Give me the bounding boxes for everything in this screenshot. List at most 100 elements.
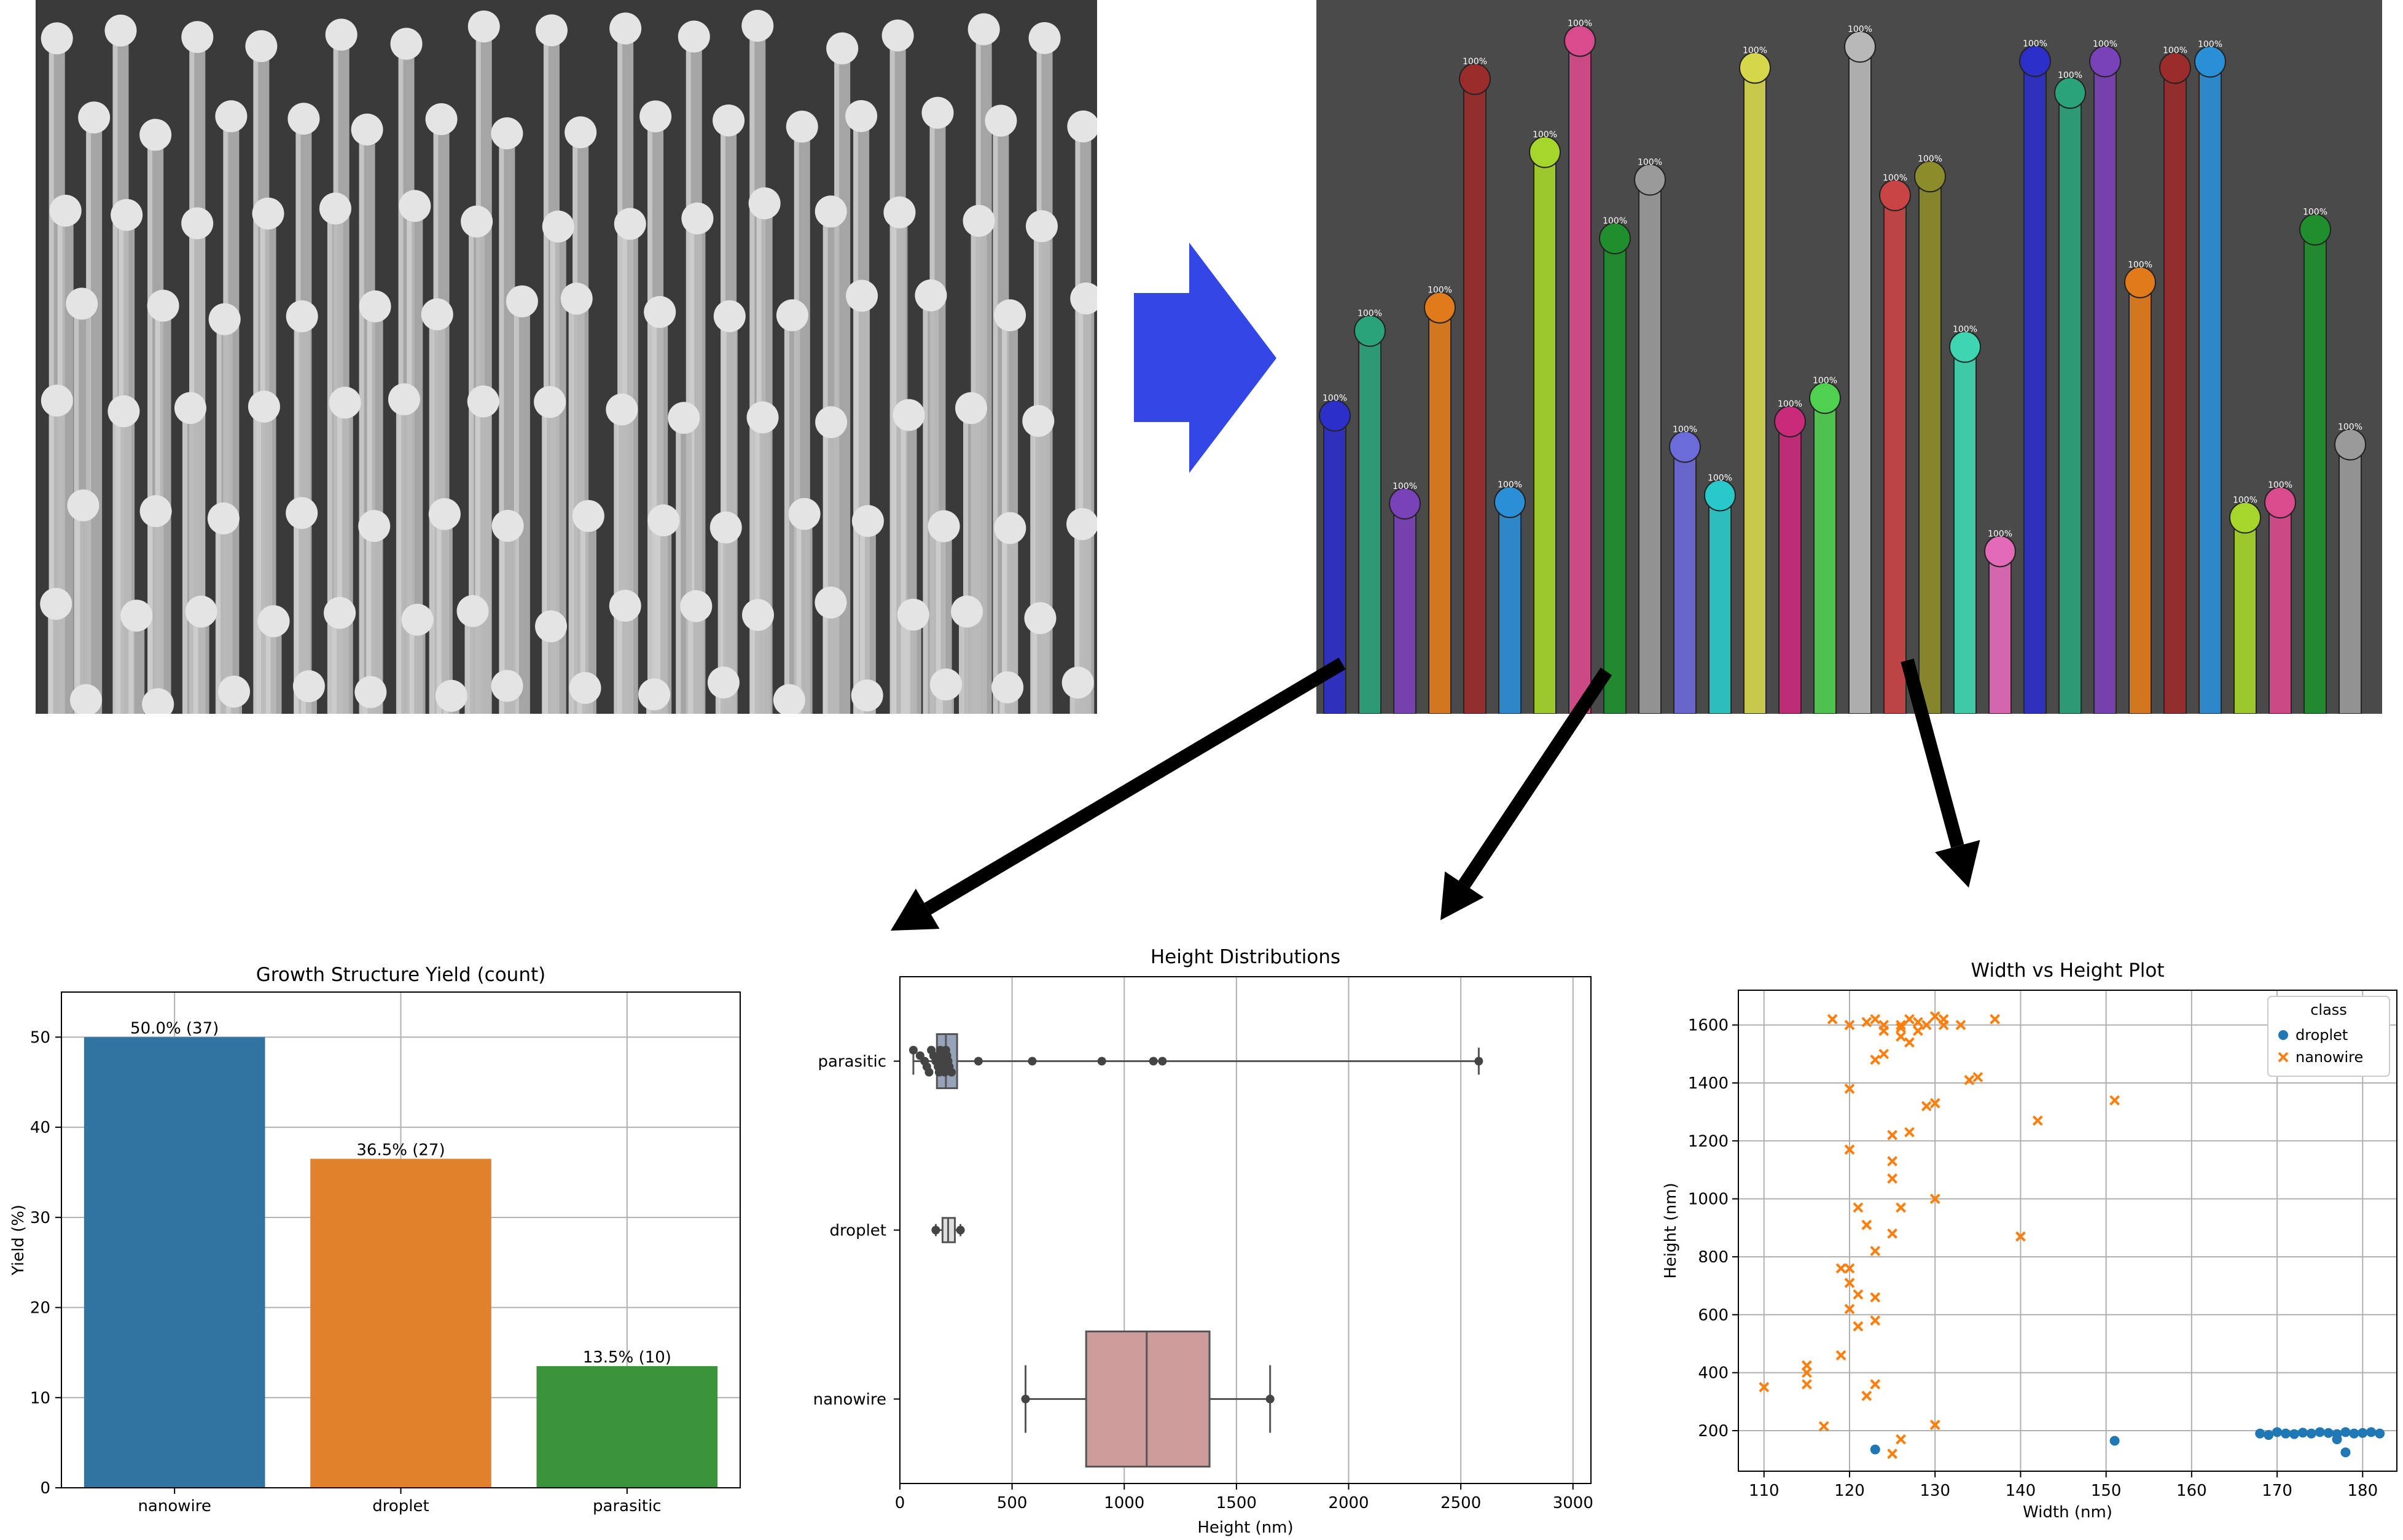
sem-droplet	[1061, 666, 1094, 699]
scatter-point-nanowire	[1921, 1101, 1932, 1112]
segmentation-droplet	[2089, 45, 2121, 77]
swarm-point	[1028, 1057, 1037, 1066]
segmentation-droplet	[2019, 45, 2051, 77]
scatter-point-nanowire	[2032, 1115, 2043, 1126]
scatter-point-nanowire	[1870, 1054, 1881, 1065]
x-axis-label: Height (nm)	[1197, 1519, 1293, 1537]
height-box-plot: parasitic droplet nanowire 0 500 1000 1500 2000…	[813, 946, 1593, 1537]
scatter-point-nanowire	[1990, 1014, 2001, 1025]
sem-nanowire	[851, 679, 883, 714]
sem-droplet	[815, 195, 847, 228]
sem-droplet	[707, 666, 740, 699]
sem-nanowire	[185, 595, 217, 714]
segmentation-droplet	[1389, 487, 1421, 520]
bar-data-label: 36.5% (27)	[356, 1141, 445, 1159]
sem-nanowire	[991, 671, 1024, 714]
mask-score-label: 100%	[1568, 19, 1592, 29]
scatter-point-droplet	[2289, 1429, 2299, 1439]
x-tick-label: 500	[997, 1494, 1028, 1512]
box-parasitic	[912, 1033, 1480, 1089]
scatter-point-droplet	[2375, 1428, 2385, 1439]
sem-nanowire-array	[40, 10, 1097, 714]
segmentation-droplet	[2229, 501, 2261, 534]
y-tick-label: 30	[30, 1209, 50, 1227]
sem-droplet	[534, 386, 566, 418]
segmentation-mask: 100%	[1809, 376, 1841, 714]
segmentation-mask: 100%	[2334, 423, 2366, 714]
mask-score-label: 100%	[1883, 173, 1907, 183]
sem-nanowire	[388, 383, 420, 714]
scatter-point-droplet	[2272, 1427, 2283, 1437]
segmentation-mask: 100%	[1529, 130, 1561, 714]
segmentation-masks: 100% 100% 100% 100% 100% 100% 100% 100% 100% 100%…	[1319, 19, 2366, 714]
scatter-point-nanowire	[1929, 1420, 1940, 1430]
mask-score-label: 100%	[1918, 154, 1942, 164]
scatter-point-nanowire	[1972, 1072, 1983, 1082]
segmentation-droplet	[1809, 381, 1841, 414]
scatter-point-nanowire	[1887, 1130, 1898, 1141]
mask-score-label: 100%	[1673, 424, 1697, 434]
y-tick-label: 10	[30, 1389, 50, 1407]
sem-droplet	[963, 205, 995, 237]
mask-score-label: 100%	[1463, 57, 1487, 67]
bar-data-label: 50.0% (37)	[130, 1019, 219, 1038]
segmentation-droplet	[1599, 222, 1631, 255]
sem-droplet	[786, 111, 818, 143]
mask-score-label: 100%	[1393, 482, 1417, 491]
sem-droplet	[572, 499, 604, 532]
sem-nanowire	[773, 684, 805, 714]
scatter-point-nanowire	[2109, 1095, 2120, 1106]
scatter-point-nanowire	[1896, 1202, 1906, 1213]
segmentation-image: 100% 100% 100% 100% 100% 100% 100% 100% 100% 100%…	[1316, 0, 2382, 714]
sem-droplet	[358, 510, 391, 542]
sem-nanowire	[456, 595, 489, 714]
scatter-point-nanowire	[1896, 1022, 1906, 1033]
sem-droplet	[147, 289, 179, 322]
sem-droplet	[994, 299, 1026, 332]
sem-droplet	[69, 684, 102, 714]
sem-nanowire	[401, 603, 434, 714]
scatter-point-nanowire	[1896, 1031, 1906, 1042]
sem-droplet	[883, 196, 916, 229]
scatter-point-nanowire	[1844, 1020, 1855, 1031]
scatter-point-nanowire	[1878, 1049, 1889, 1060]
mask-score-label: 100%	[2093, 39, 2117, 49]
scatter-point-nanowire	[1904, 1037, 1915, 1048]
sem-droplet	[1028, 22, 1061, 55]
scatter-point-nanowire	[1853, 1289, 1864, 1300]
sem-droplet	[680, 590, 713, 622]
segmentation-droplet	[1459, 63, 1491, 95]
sem-nanowire	[951, 595, 983, 714]
segmentation-droplet	[1529, 136, 1561, 168]
bar-nanowire	[84, 1037, 265, 1488]
box-body	[1085, 1331, 1211, 1468]
sem-droplet	[40, 588, 72, 620]
scatter-point-nanowire	[1912, 1025, 1923, 1036]
mask-score-label: 100%	[1533, 130, 1557, 140]
segmentation-droplet	[1704, 479, 1736, 512]
chart-title: Width vs Height Plot	[1971, 960, 2164, 982]
sem-nanowire	[535, 610, 568, 714]
sem-droplet	[324, 596, 356, 629]
mask-score-label: 100%	[2128, 260, 2152, 270]
segmentation-droplet	[1739, 52, 1771, 84]
scatter-point-nanowire	[1827, 1014, 1838, 1025]
sem-droplet	[815, 406, 848, 439]
chart-title: Height Distributions	[1151, 946, 1340, 968]
scatter-point-droplet	[2340, 1447, 2351, 1458]
sem-droplet	[286, 300, 318, 332]
plot-frame	[1738, 990, 2397, 1472]
scatter-point-nanowire	[1878, 1020, 1889, 1031]
sem-droplet	[506, 285, 538, 318]
x-tick-label: 1500	[1216, 1494, 1257, 1512]
sem-droplet	[185, 595, 217, 628]
segmentation-mask: 100%	[1424, 286, 1456, 714]
scatter-point-nanowire	[1912, 1017, 1923, 1028]
segmentation-droplet	[2124, 266, 2156, 299]
sem-droplet	[1026, 210, 1058, 243]
x-tick-label: parasitic	[593, 1497, 662, 1515]
flow-arrow	[1440, 667, 1612, 920]
y-tick-label: 20	[30, 1299, 50, 1318]
swarm-point	[1021, 1394, 1030, 1404]
sem-droplet	[390, 28, 423, 60]
